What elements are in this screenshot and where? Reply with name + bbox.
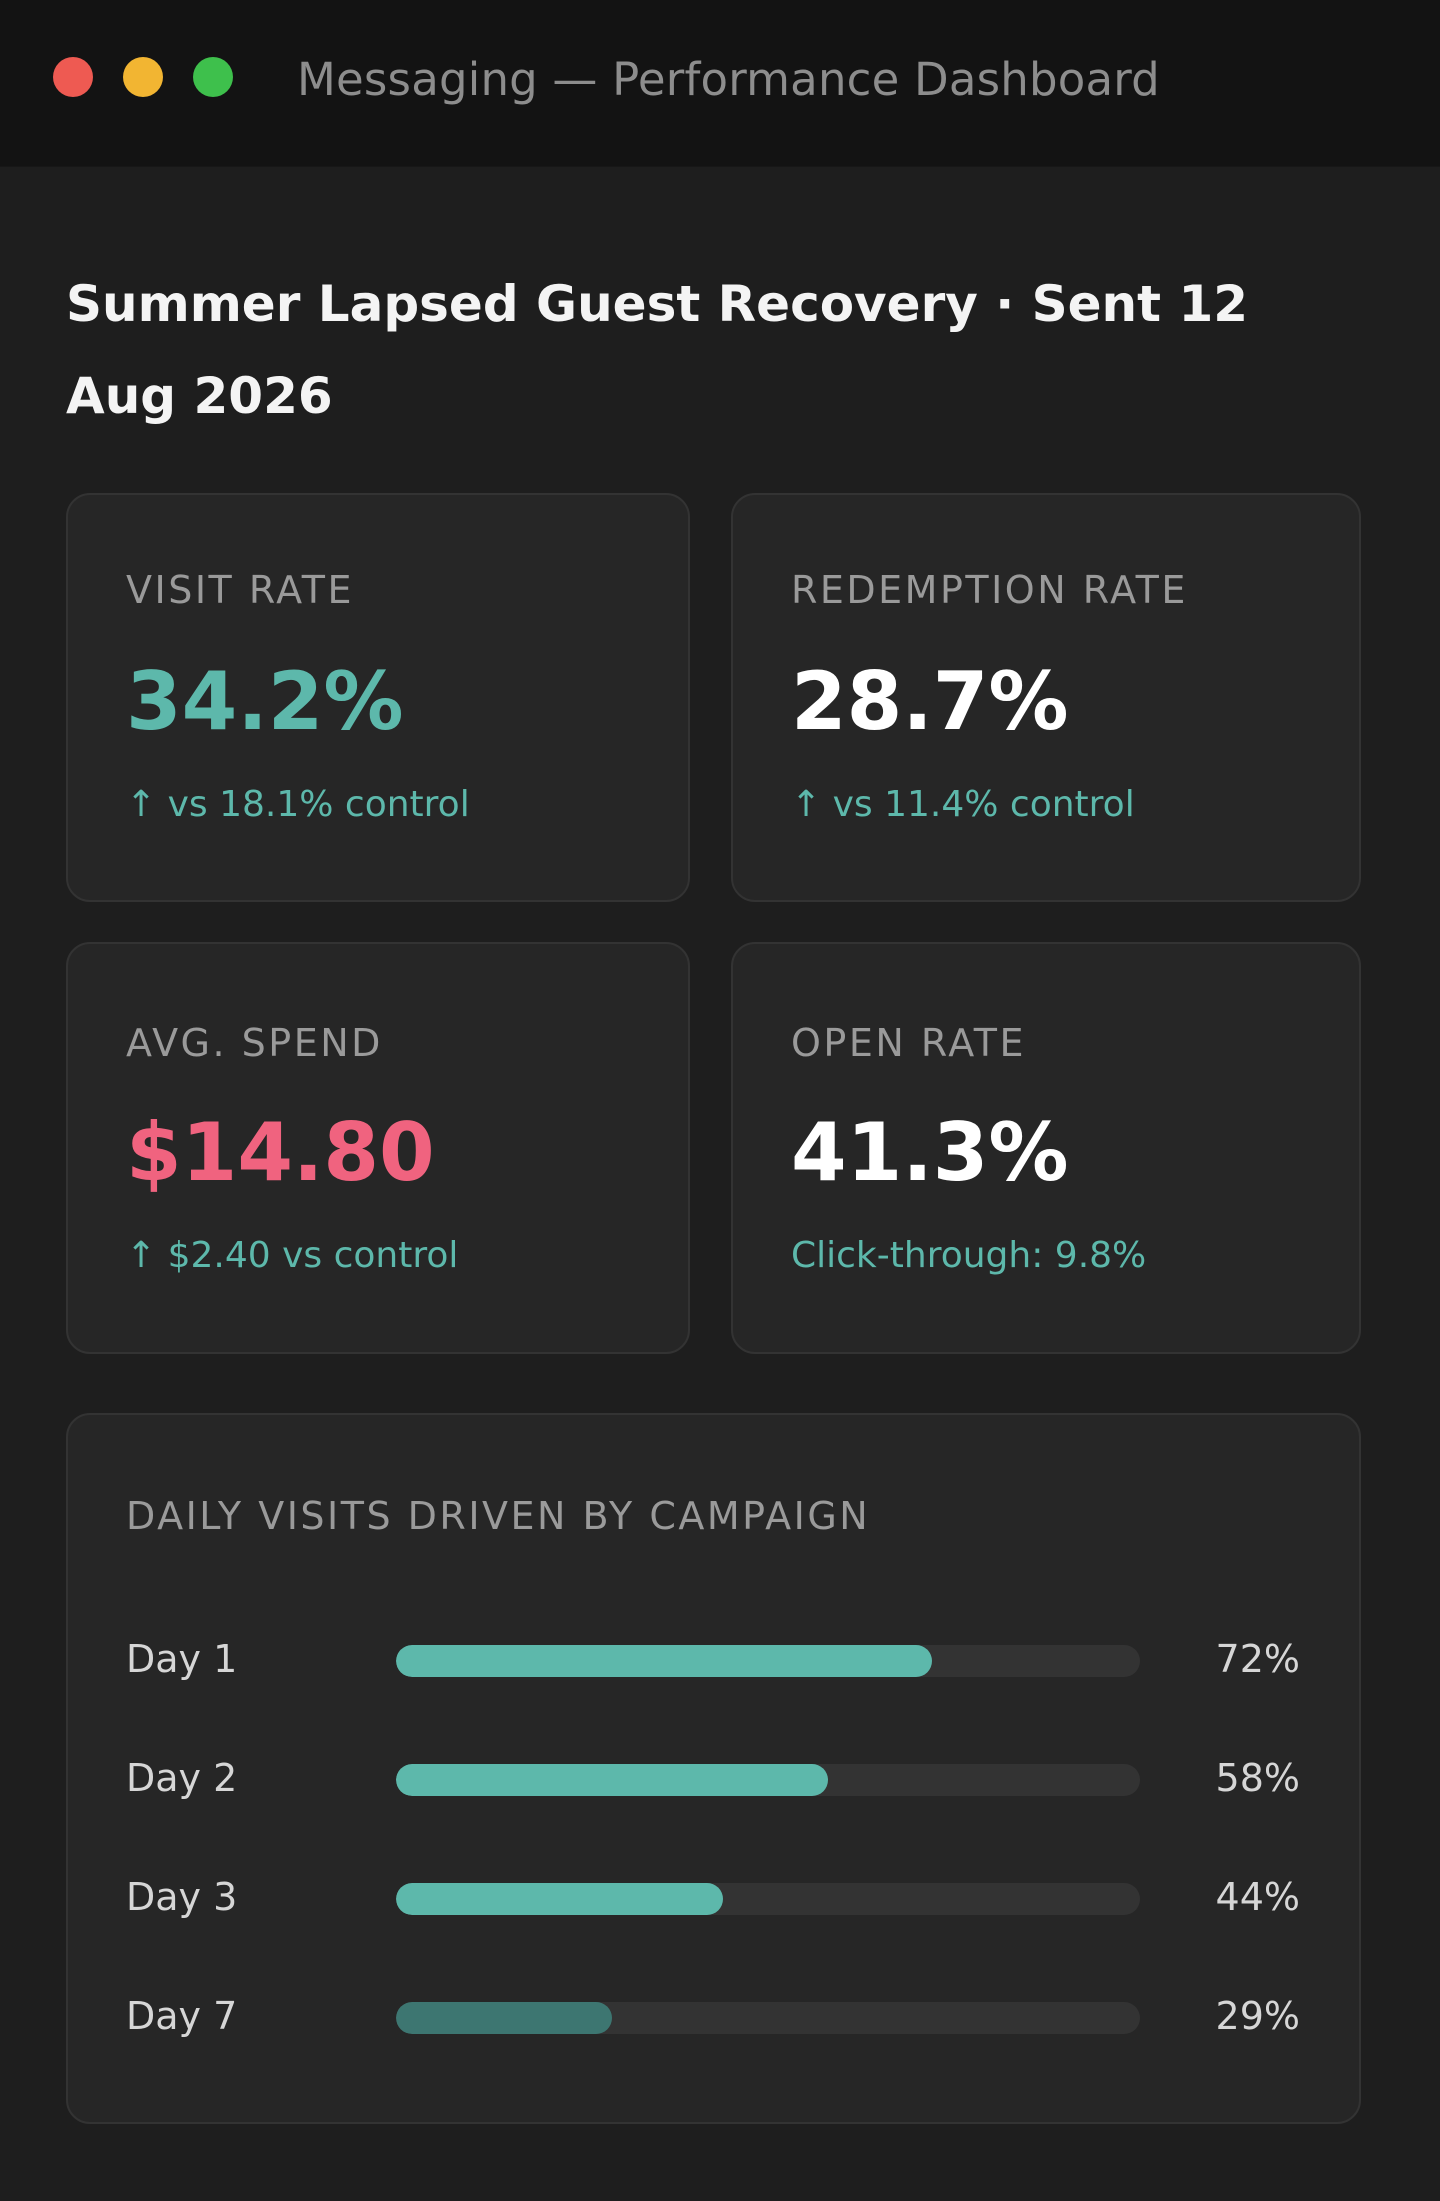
window-title: Messaging — Performance Dashboard (297, 53, 1160, 106)
kpi-card-open-rate: OPEN RATE 41.3% Click-through: 9.8% (731, 942, 1361, 1354)
bar-track (396, 1883, 1140, 1915)
bar-category-label: Day 1 (126, 1637, 238, 1681)
chart-title: DAILY VISITS DRIVEN BY CAMPAIGN (126, 1494, 871, 1538)
bar-track (396, 1764, 1140, 1796)
kpi-value: $14.80 (126, 1106, 435, 1199)
bar-category-label: Day 3 (126, 1875, 238, 1919)
daily-visits-chart-card: DAILY VISITS DRIVEN BY CAMPAIGN Day 1 72%… (66, 1413, 1361, 2124)
bar-row: Day 3 44% (68, 1867, 1358, 1927)
campaign-title: Summer Lapsed Guest Recovery · Sent 12 A… (66, 275, 1249, 425)
bar-row: Day 7 29% (68, 1986, 1358, 2046)
kpi-label: VISIT RATE (126, 568, 354, 612)
kpi-click-through: Click-through: 9.8% (791, 1235, 1147, 1276)
bar-category-label: Day 2 (126, 1756, 238, 1800)
kpi-card-avg-spend: AVG. SPEND $14.80 ↑ $2.40 vs control (66, 942, 690, 1354)
kpi-value: 28.7% (791, 655, 1069, 748)
maximize-window-button[interactable] (193, 57, 233, 97)
kpi-label: OPEN RATE (791, 1021, 1026, 1065)
kpi-value: 34.2% (126, 655, 404, 748)
kpi-label: REDEMPTION RATE (791, 568, 1188, 612)
bar-fill (396, 1645, 932, 1677)
kpi-label: AVG. SPEND (126, 1021, 383, 1065)
bar-track (396, 2002, 1140, 2034)
bar-fill (396, 1764, 828, 1796)
title-bar: Messaging — Performance Dashboard (0, 0, 1440, 167)
minimize-window-button[interactable] (123, 57, 163, 97)
kpi-card-visit-rate: VISIT RATE 34.2% ↑ vs 18.1% control (66, 493, 690, 902)
bar-row: Day 1 72% (68, 1629, 1358, 1689)
bar-value-label: 58% (1215, 1756, 1300, 1800)
bar-value-label: 29% (1215, 1994, 1300, 2038)
bar-track (396, 1645, 1140, 1677)
bar-category-label: Day 7 (126, 1994, 238, 2038)
kpi-card-redemption-rate: REDEMPTION RATE 28.7% ↑ vs 11.4% control (731, 493, 1361, 902)
bar-fill (396, 1883, 724, 1915)
bar-value-label: 72% (1215, 1637, 1300, 1681)
kpi-value: 41.3% (791, 1106, 1069, 1199)
bar-fill (396, 2002, 612, 2034)
kpi-comparison: ↑ vs 11.4% control (791, 784, 1135, 825)
bar-row: Day 2 58% (68, 1748, 1358, 1808)
kpi-comparison: ↑ $2.40 vs control (126, 1235, 459, 1276)
bar-value-label: 44% (1215, 1875, 1300, 1919)
close-window-button[interactable] (53, 57, 93, 97)
kpi-comparison: ↑ vs 18.1% control (126, 784, 470, 825)
